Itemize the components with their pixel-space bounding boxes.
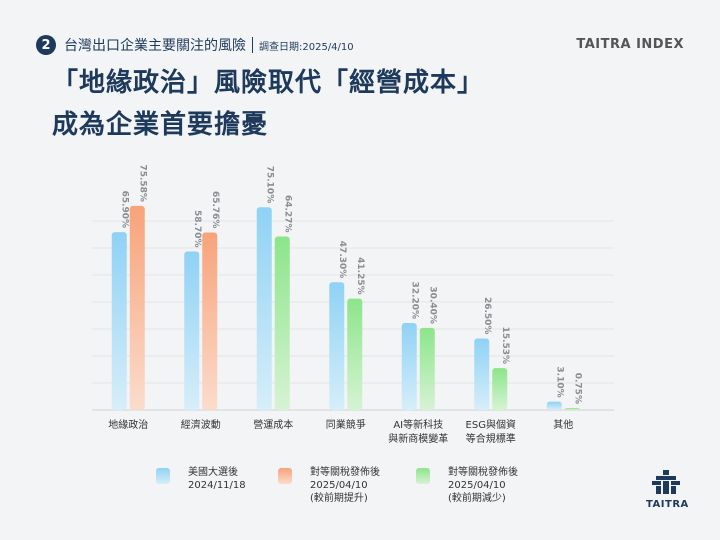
category-label: 營運成本 [253, 418, 293, 431]
category-label: 同業競爭 [326, 418, 366, 431]
bar-value-label: 0.75% [572, 373, 582, 404]
brand-label: TAITRA INDEX [576, 37, 684, 52]
taitra-logo: TAITRA [646, 470, 689, 510]
legend-text: (較前期減少) [448, 493, 506, 504]
category-label: AI等新科技 [393, 418, 443, 431]
legend-text: 2024/11/18 [188, 480, 246, 491]
bar-value-label: 65.76% [210, 191, 220, 229]
bar-blue [546, 401, 562, 410]
legend-item-blue: 美國大選後 2024/11/18 [156, 466, 246, 492]
bar-blue [184, 251, 200, 410]
legend-swatch-blue [156, 468, 170, 484]
legend-text: 2025/04/10 [448, 480, 506, 491]
bar-value-label: 65.90% [119, 191, 129, 229]
bar-green [564, 407, 580, 410]
section-header: 2 台灣出口企業主要關注的風險 調查日期:2025/4/10 [36, 34, 354, 56]
bar-green [492, 368, 508, 410]
section-number-badge: 2 [36, 35, 56, 55]
category-label: 地緣政治 [108, 418, 148, 431]
legend-text: 對等關稅發佈後 [448, 467, 518, 478]
category-label: 經濟波動 [181, 418, 221, 431]
bar-value-label: 75.58% [137, 164, 147, 202]
bar-value-label: 32.20% [409, 282, 419, 320]
logo-text: TAITRA [646, 499, 689, 510]
survey-date: 調查日期:2025/4/10 [259, 41, 354, 53]
category-label: 等合規標準 [466, 432, 516, 445]
bar-blue [474, 338, 490, 410]
bar-green [274, 236, 290, 410]
bar-blue [401, 323, 417, 410]
category-label: ESG與個資 [466, 418, 516, 431]
bar-green [347, 298, 363, 410]
bar-orange [129, 205, 145, 410]
legend-item-green: 對等關稅發佈後 2025/04/10 (較前期減少) [416, 466, 518, 505]
bar-value-label: 58.70% [192, 210, 202, 248]
legend-swatch-orange [278, 468, 292, 484]
category-label: 與新商模變革 [388, 432, 448, 445]
header-divider [252, 37, 253, 53]
legend-text: 美國大選後 [188, 467, 238, 478]
category-label: 其他 [553, 418, 573, 431]
bar-value-label: 15.53% [500, 327, 510, 365]
bar-green [419, 327, 435, 410]
page-title-line-1: 「地緣政治」風險取代「經營成本」 [52, 68, 485, 98]
bar-blue [329, 282, 345, 410]
bar-value-label: 47.30% [337, 241, 347, 279]
bar-blue [111, 232, 127, 410]
legend-item-orange: 對等關稅發佈後 2025/04/10 (較前期提升) [278, 466, 380, 505]
bar-orange [202, 232, 218, 410]
legend-text: 2025/04/10 [310, 480, 368, 491]
bar-value-label: 30.40% [427, 286, 437, 324]
bar-value-label: 75.10% [264, 166, 274, 204]
page-title-line-2: 成為企業首要擔憂 [52, 110, 269, 140]
legend-text: (較前期提升) [310, 493, 368, 504]
bar-value-label: 41.25% [355, 257, 365, 295]
bar-blue [256, 207, 272, 410]
legend-text: 對等關稅發佈後 [310, 467, 380, 478]
bar-value-label: 3.10% [554, 366, 564, 397]
legend-swatch-green [416, 468, 430, 484]
bar-value-label: 26.50% [482, 297, 492, 335]
section-title: 台灣出口企業主要關注的風險 [64, 38, 246, 54]
bar-value-label: 64.27% [282, 195, 292, 233]
taitra-logo-icon [652, 470, 680, 494]
